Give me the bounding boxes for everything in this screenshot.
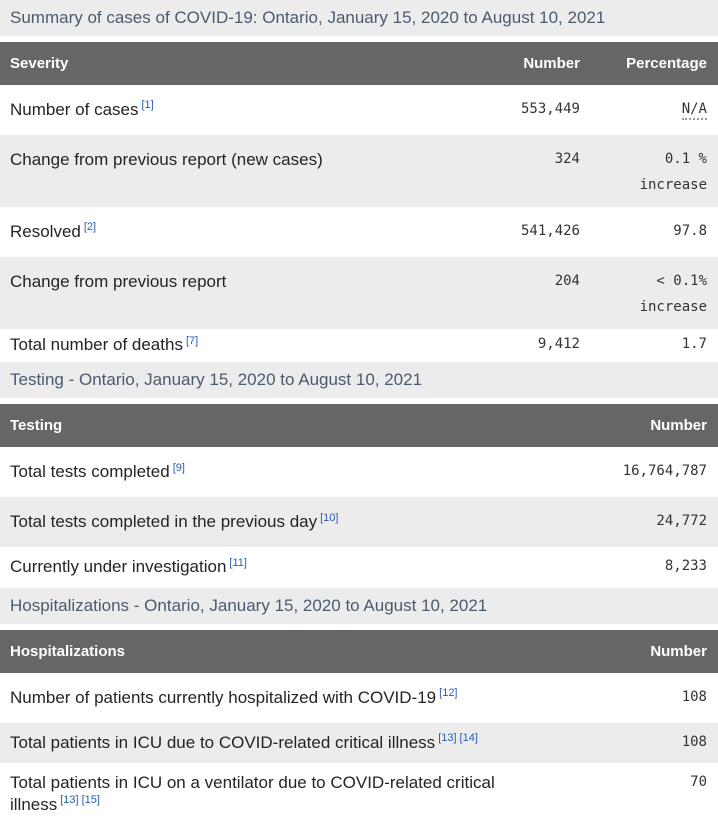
row-label: Number of cases: [10, 100, 139, 119]
testing-table: Testing Number Total tests completed [9] …: [0, 404, 718, 587]
severity-section-caption: Summary of cases of COVID-19: Ontario, J…: [0, 0, 718, 36]
row-percentage-note: increase: [639, 177, 707, 194]
table-row-change-previous-report: Change from previous report 204 < 0.1% i…: [0, 257, 718, 330]
hospitalizations-header-row: Hospitalizations Number: [0, 629, 718, 673]
row-number-value: 16,764,787: [622, 463, 707, 480]
footnote-link[interactable]: [12]: [439, 686, 458, 699]
row-label: Change from previous report (new cases): [10, 150, 323, 170]
footnote-link[interactable]: [9]: [172, 461, 185, 474]
footnote-link[interactable]: [14]: [459, 732, 478, 744]
row-label: Number of patients currently hospitalize…: [10, 687, 437, 707]
table-row-currently-hospitalized: Number of patients currently hospitalize…: [0, 673, 718, 723]
footnote-ref: [10]: [320, 512, 338, 524]
table-row-total-deaths: Total number of deaths [7] 9,412 1.7: [0, 329, 718, 362]
table-row-under-investigation: Currently under investigation [11] 8,233: [0, 547, 718, 587]
column-header-testing: Testing: [0, 404, 578, 448]
footnote-ref: [15]: [82, 794, 100, 806]
row-number-value: 9,412: [537, 336, 580, 353]
row-number-value: 553,449: [520, 101, 580, 117]
footnote-ref: [11]: [229, 557, 247, 569]
column-header-percentage: Percentage: [591, 42, 718, 85]
row-number-value: 204: [554, 273, 580, 290]
testing-header-row: Testing Number: [0, 404, 718, 448]
severity-table: Severity Number Percentage Number of cas…: [0, 42, 718, 362]
column-header-number: Number: [578, 404, 718, 448]
testing-section-caption: Testing - Ontario, January 15, 2020 to A…: [0, 362, 718, 399]
hospitalizations-section-caption: Hospitalizations - Ontario, January 15, …: [0, 587, 718, 624]
footnote-ref: [7]: [186, 335, 198, 347]
column-header-number: Number: [578, 629, 718, 673]
footnote-link[interactable]: [10]: [320, 511, 339, 524]
footnote-link[interactable]: [15]: [81, 794, 100, 807]
row-number-value: 108: [681, 733, 707, 750]
column-header-severity: Severity: [0, 42, 471, 85]
row-label: Total patients in ICU due to COVID-relat…: [10, 732, 436, 752]
row-number-value: 108: [681, 688, 707, 705]
row-percentage-note: increase: [639, 299, 707, 316]
footnote-link[interactable]: [13]: [438, 732, 457, 744]
row-label: Total patients in ICU on a ventilator du…: [10, 772, 495, 814]
footnote-link[interactable]: [7]: [185, 334, 199, 347]
severity-header-row: Severity Number Percentage: [0, 42, 718, 85]
footnote-link[interactable]: [13]: [60, 794, 79, 807]
row-label: Resolved: [10, 222, 81, 242]
footnote-link[interactable]: [11]: [229, 556, 247, 569]
na-abbreviation: N/A: [681, 101, 707, 120]
footnote-ref: [13]: [438, 732, 456, 744]
row-number-value: 324: [554, 151, 580, 168]
column-header-hospitalizations: Hospitalizations: [0, 629, 578, 673]
table-row-resolved: Resolved [2] 541,426 97.8: [0, 207, 718, 257]
table-row-change-new-cases: Change from previous report (new cases) …: [0, 135, 718, 208]
row-label: Total tests completed: [10, 462, 170, 482]
column-header-number: Number: [471, 42, 591, 85]
footnote-ref: [1]: [142, 99, 154, 111]
row-label: Total tests completed in the previous da…: [10, 512, 318, 532]
footnote-ref: [14]: [460, 732, 478, 744]
row-label: Change from previous report: [10, 272, 227, 292]
table-row-tests-previous-day: Total tests completed in the previous da…: [0, 497, 718, 548]
footnote-ref: [12]: [439, 687, 457, 699]
table-row-icu-ventilator: Total patients in ICU on a ventilator du…: [0, 763, 718, 825]
table-row-number-of-cases: Number of cases [1] 553,449 N/A: [0, 85, 718, 135]
row-percentage-value: 1.7: [681, 336, 707, 353]
row-number-value: 541,426: [520, 223, 580, 240]
row-number-value: 8,233: [664, 558, 707, 575]
row-number-value: 24,772: [656, 513, 707, 530]
row-percentage-value: 97.8: [673, 223, 707, 240]
footnote-ref: [9]: [173, 462, 185, 474]
row-label: Total number of deaths: [10, 335, 183, 355]
table-row-icu-patients: Total patients in ICU due to COVID-relat…: [0, 722, 718, 763]
footnote-link[interactable]: [1]: [141, 99, 154, 112]
hospitalizations-table: Hospitalizations Number Number of patien…: [0, 629, 718, 825]
row-label: Currently under investigation: [10, 557, 227, 577]
row-number-value: 70: [690, 773, 707, 790]
row-percentage-value: 0.1 %: [664, 151, 707, 168]
table-row-total-tests: Total tests completed [9] 16,764,787: [0, 447, 718, 497]
footnote-link[interactable]: [2]: [83, 221, 97, 234]
footnote-ref: [13]: [60, 794, 78, 806]
row-percentage-value: < 0.1%: [656, 273, 707, 290]
footnote-ref: [2]: [84, 221, 96, 233]
